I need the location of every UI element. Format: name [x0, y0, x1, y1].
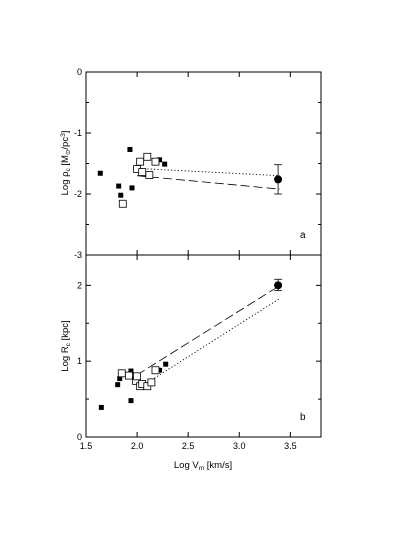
panel-a-ticks: 0 -1 -2 -3 [74, 67, 321, 260]
filled-square-point [162, 161, 168, 167]
panel-b-ylabel: Log Rc [kpc] [60, 320, 72, 371]
filled-square-point [116, 183, 122, 189]
panel-b-ticks: 0 1 2 1.5 2.0 2.5 3.0 3.5 [77, 255, 321, 451]
panel-b-fit-lines [136, 284, 281, 390]
filled-square-point [129, 185, 135, 191]
panel-a-points [97, 146, 283, 208]
panel-a: 0 -1 -2 -3 a Log ρc [M⊙/pc3] [60, 67, 322, 260]
panel-b-label: b [300, 412, 306, 423]
x-tick-label: 2.5 [182, 441, 195, 451]
y-tick-label: -2 [74, 189, 82, 199]
panel-a-frame [85, 71, 322, 256]
panel-b-xlabel: Log Vm [km/s] [174, 460, 232, 472]
filled-square-point [98, 404, 104, 410]
filled-square-point [117, 376, 123, 382]
filled-square-point [115, 382, 121, 388]
panel-b-frame [85, 254, 322, 438]
open-square-point [143, 152, 152, 161]
y-tick-label: 0 [77, 67, 82, 77]
y-tick-label: 2 [77, 280, 82, 290]
filled-circle-point [274, 281, 283, 290]
x-tick-label: 3.5 [284, 441, 297, 451]
dashed-fit-line [136, 284, 281, 376]
filled-square-point [97, 170, 103, 176]
filled-square-point [128, 368, 134, 374]
filled-square-point [128, 398, 134, 404]
open-square-point [133, 372, 141, 381]
y-tick-label: -3 [74, 250, 82, 260]
x-tick-label: 2.0 [131, 441, 144, 451]
panel-a-fit-lines [137, 167, 281, 190]
open-square-point [147, 378, 156, 387]
open-square-point [151, 157, 160, 166]
dashed-fit-line [137, 175, 281, 190]
filled-circle-point [274, 175, 283, 184]
panel-a-ylabel: Log ρc [M⊙/pc3] [60, 131, 72, 196]
open-square-point [117, 369, 126, 378]
filled-square-point [163, 361, 169, 367]
dotted-fit-line [136, 297, 281, 390]
y-tick-label: -1 [74, 128, 82, 138]
panel-b-points [98, 278, 283, 410]
dotted-fit-line [137, 167, 281, 177]
x-tick-label: 3.0 [233, 441, 246, 451]
open-square-point [136, 157, 145, 166]
filled-square-point [157, 157, 163, 163]
panel-b: 0 1 2 1.5 2.0 2.5 3.0 3.5 b Log Rc [kpc] Log Vm… [60, 254, 322, 472]
open-square-point [125, 371, 133, 380]
open-square-point [118, 199, 127, 208]
filled-square-point [157, 367, 163, 373]
filled-square-point [118, 192, 124, 198]
filled-square-point [127, 146, 133, 152]
open-square-point [138, 168, 147, 176]
x-tick-label: 1.5 [80, 441, 93, 451]
open-square-point [145, 171, 154, 179]
y-tick-label: 1 [77, 356, 82, 366]
panel-a-label: a [300, 230, 306, 241]
y-tick-label: 0 [77, 432, 82, 442]
open-square-point [151, 366, 160, 375]
